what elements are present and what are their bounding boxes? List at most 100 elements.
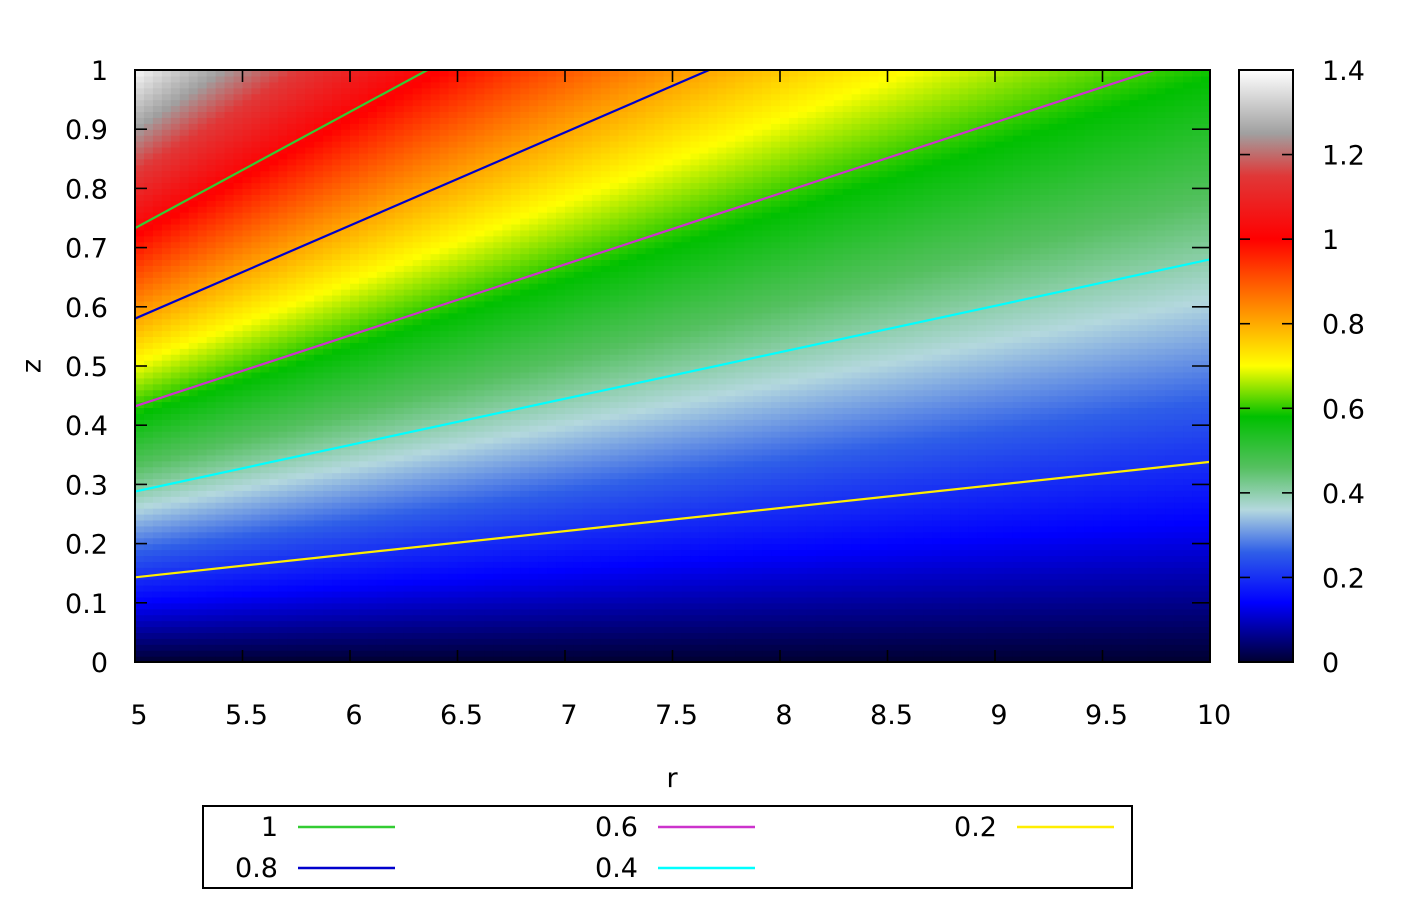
heatmap-cell: [556, 223, 566, 231]
heatmap-cell: [547, 75, 557, 83]
heatmap-cell: [161, 579, 172, 586]
heatmap-cell: [350, 294, 360, 302]
heatmap-cell: [376, 117, 387, 124]
heatmap-cell: [341, 579, 351, 586]
heatmap-cell: [215, 656, 226, 662]
heatmap-cell: [341, 472, 351, 480]
heatmap-cell: [269, 472, 279, 480]
heatmap-cell: [152, 514, 163, 521]
heatmap-cell: [421, 241, 432, 249]
heatmap-cell: [412, 490, 423, 497]
heatmap-cell: [197, 141, 208, 148]
heatmap-cell: [484, 573, 494, 580]
heatmap-cell: [332, 466, 342, 474]
heatmap-cell: [323, 502, 333, 509]
heatmap-cell: [296, 146, 306, 154]
heatmap-cell: [547, 519, 557, 527]
heatmap-cell: [538, 549, 548, 557]
heatmap-cell: [457, 567, 468, 574]
heatmap-cell: [439, 543, 450, 551]
heatmap-cell: [511, 271, 521, 278]
heatmap-cell: [520, 478, 530, 485]
heatmap-cell: [367, 514, 378, 521]
heatmap-cell: [367, 111, 378, 118]
heatmap-cell: [376, 152, 387, 160]
heatmap-cell: [430, 300, 441, 308]
heatmap-cell: [573, 235, 584, 243]
heatmap-cell: [224, 431, 235, 438]
heatmap-cell: [547, 170, 557, 178]
heatmap-cell: [565, 466, 575, 474]
heatmap-cell: [251, 401, 262, 409]
heatmap-cell: [287, 561, 297, 568]
heatmap-cell: [511, 425, 521, 432]
heatmap-cell: [242, 348, 253, 355]
heatmap-cell: [242, 519, 253, 527]
heatmap-cell: [475, 366, 485, 373]
heatmap-cell: [358, 496, 369, 503]
heatmap-cell: [457, 620, 468, 628]
heatmap-cell: [448, 389, 459, 397]
heatmap-cell: [502, 158, 512, 166]
heatmap-cell: [152, 508, 163, 515]
heatmap-cell: [358, 342, 369, 349]
heatmap-cell: [394, 206, 405, 213]
heatmap-cell: [484, 164, 494, 172]
heatmap-cell: [278, 152, 288, 160]
heatmap-cell: [376, 212, 387, 219]
heatmap-cell: [152, 105, 163, 113]
heatmap-cell: [323, 650, 333, 657]
heatmap-cell: [520, 324, 530, 332]
heatmap-cell: [484, 519, 494, 527]
heatmap-cell: [206, 638, 217, 645]
heatmap-cell: [296, 508, 306, 515]
heatmap-cell: [538, 656, 548, 662]
heatmap-cell: [135, 93, 145, 101]
heatmap-cell: [170, 519, 181, 527]
heatmap-cell: [502, 596, 512, 604]
heatmap-cell: [367, 419, 378, 426]
heatmap-cell: [296, 608, 306, 616]
heatmap-cell: [511, 620, 521, 628]
heatmap-cell: [403, 431, 414, 438]
heatmap-cell: [143, 141, 154, 148]
heatmap-cell: [242, 87, 253, 95]
heatmap-cell: [502, 164, 512, 172]
heatmap-cell: [412, 289, 423, 296]
heatmap-cell: [457, 336, 468, 343]
heatmap-cell: [179, 389, 190, 397]
heatmap-cell: [502, 383, 512, 391]
heatmap-cell: [538, 573, 548, 580]
heatmap-cell: [251, 419, 262, 426]
heatmap-cell: [573, 632, 584, 639]
heatmap-cell: [143, 182, 154, 189]
heatmap-cell: [556, 129, 566, 136]
heatmap-cell: [358, 111, 369, 118]
heatmap-cell: [332, 531, 342, 539]
heatmap-cell: [161, 354, 172, 361]
heatmap-cell: [547, 632, 557, 639]
heatmap-cell: [439, 466, 450, 474]
heatmap-cell: [457, 448, 468, 456]
heatmap-cell: [457, 354, 468, 361]
heatmap-cell: [529, 318, 539, 326]
heatmap-cell: [484, 152, 494, 160]
heatmap-cell: [305, 425, 315, 432]
heatmap-cell: [457, 81, 468, 89]
heatmap-cell: [430, 537, 441, 545]
heatmap-cell: [547, 200, 557, 207]
heatmap-cell: [448, 650, 459, 657]
heatmap-cell: [439, 454, 450, 462]
heatmap-cell: [475, 81, 485, 89]
heatmap-cell: [538, 247, 548, 255]
heatmap-cell: [305, 549, 315, 557]
heatmap-cell: [448, 543, 459, 551]
heatmap-cell: [520, 561, 530, 568]
heatmap-cell: [385, 330, 396, 337]
heatmap-cell: [475, 371, 485, 379]
heatmap-cell: [376, 129, 387, 136]
heatmap-cell: [251, 235, 262, 243]
heatmap-cell: [538, 579, 548, 586]
heatmap-cell: [332, 129, 342, 136]
heatmap-cell: [260, 218, 270, 225]
